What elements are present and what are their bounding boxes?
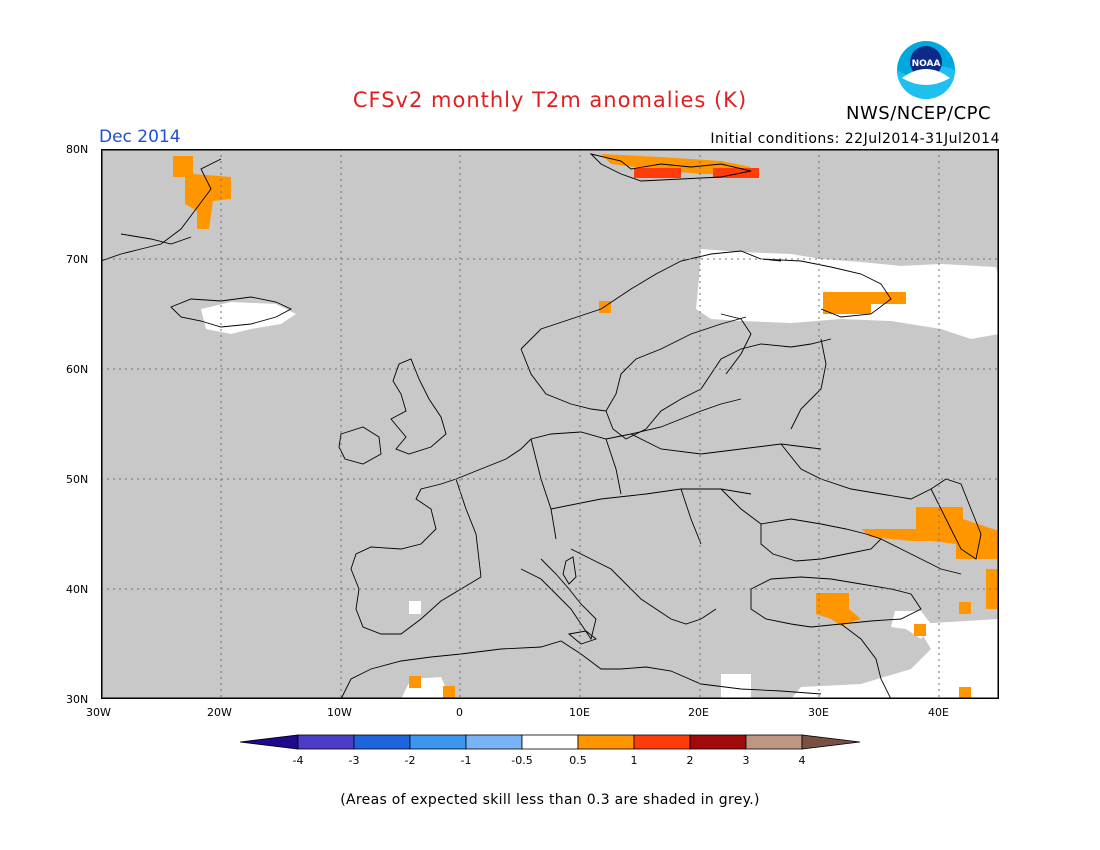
lon-label-10w: 10W: [327, 706, 352, 719]
map-title: CFSv2 monthly T2m anomalies (K): [352, 88, 748, 112]
organization-label: NWS/NCEP/CPC: [846, 103, 992, 124]
lat-label-80n: 80N: [66, 143, 89, 156]
skill-footnote: (Areas of expected skill less than 0.3 a…: [340, 792, 760, 808]
colorbar-swatch: [409, 734, 467, 750]
noaa-logo: NOAA: [897, 41, 955, 99]
lat-label-30n: 30N: [66, 693, 89, 706]
colorbar-tick-label: -2: [405, 754, 416, 767]
colorbar-tick-label: 2: [687, 754, 694, 767]
orange-anomaly-regions: [173, 154, 999, 699]
lat-label-50n: 50N: [66, 473, 89, 486]
colorbar-tick-label: -0.5: [511, 754, 532, 767]
colorbar-tick-label: 3: [743, 754, 750, 767]
colorbar-tick-label: 0.5: [569, 754, 587, 767]
colorbar-swatch: [521, 734, 579, 750]
lat-label-40n: 40N: [66, 583, 89, 596]
lon-label-40e: 40E: [928, 706, 949, 719]
forecast-month: Dec 2014: [99, 127, 181, 147]
colorbar-tick-label: -4: [293, 754, 304, 767]
anomaly-map: [101, 149, 999, 699]
coastlines: [101, 153, 982, 699]
colorbar-swatch: [353, 734, 411, 750]
colorbar-tick-label: -1: [461, 754, 472, 767]
lat-label-70n: 70N: [66, 253, 89, 266]
lon-label-30w: 30W: [86, 706, 111, 719]
logo-lettering: NOAA: [912, 59, 941, 69]
lon-label-30e: 30E: [808, 706, 829, 719]
colorbar-swatch: [633, 734, 691, 750]
colorbar-arrow-low: [239, 734, 299, 750]
colorbar-swatch: [577, 734, 635, 750]
skill-mask-background: [101, 149, 999, 699]
colorbar-tick-label: 4: [799, 754, 806, 767]
colorbar-swatch: [745, 734, 803, 750]
colorbar-arrow-high: [801, 734, 861, 750]
lon-label-20w: 20W: [207, 706, 232, 719]
colorbar-tick-label: -3: [349, 754, 360, 767]
initial-conditions: Initial conditions: 22Jul2014-31Jul2014: [710, 131, 1000, 147]
graticule: [101, 149, 999, 699]
lat-label-60n: 60N: [66, 363, 89, 376]
colorbar-swatch: [297, 734, 355, 750]
red-anomaly-regions: [634, 168, 759, 178]
lon-label-10e: 10E: [569, 706, 590, 719]
colorbar-tick-label: 1: [631, 754, 638, 767]
lon-label-0: 0: [456, 706, 463, 719]
map-frame: [101, 149, 999, 699]
colorbar-swatch: [689, 734, 747, 750]
colorbar-swatch: [465, 734, 523, 750]
lon-label-20e: 20E: [688, 706, 709, 719]
colorbar: -4 -3 -2 -1 -0.5 0.5 1 2 3 4: [239, 734, 861, 767]
